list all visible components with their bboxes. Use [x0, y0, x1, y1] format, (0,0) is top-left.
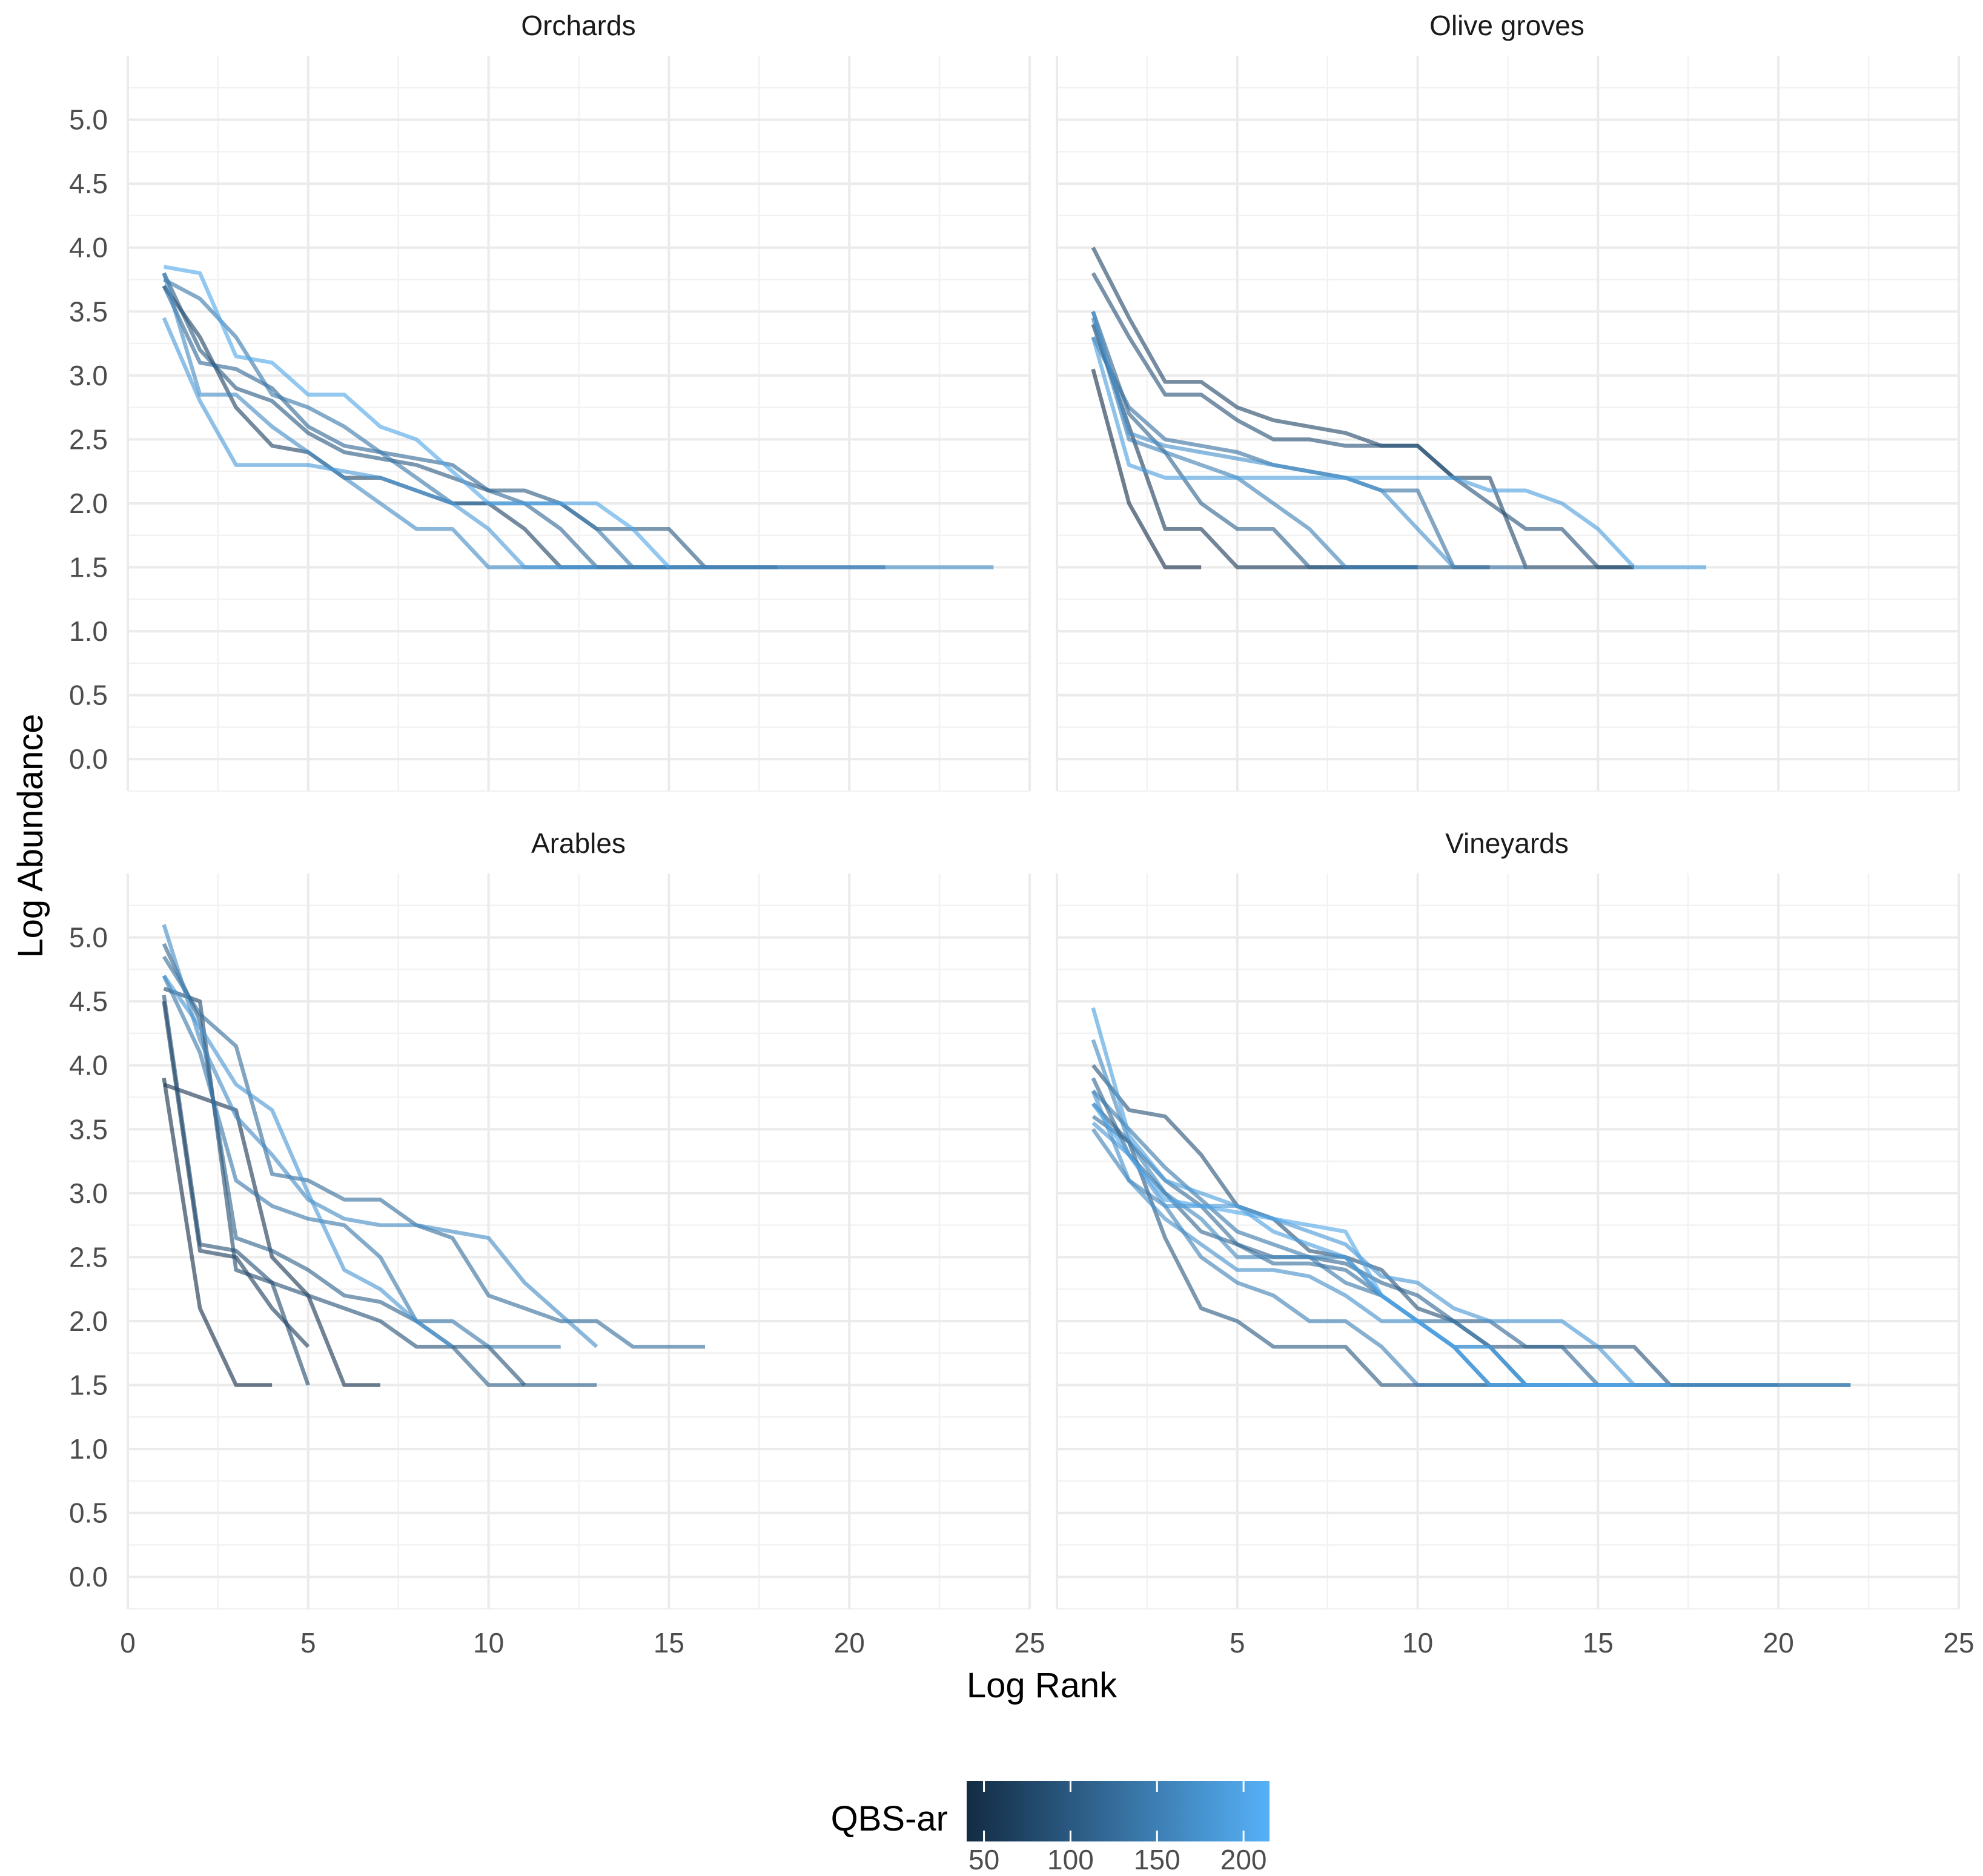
y-tick-label-orchards-2-5: 2.5	[69, 423, 108, 455]
x-tick-label-arables-5: 5	[300, 1627, 316, 1659]
tick-layer: 0.0 0.5 1.0 1.5 2.0 2.5 3.0 3.5 4.0 4.5 5.0 0.0 0.5 1…	[69, 104, 1975, 1659]
y-tick-label-orchards-3-5: 3.5	[69, 296, 108, 327]
legend: QBS-ar 50 100 150 200	[831, 1781, 1270, 1875]
series-line-olive-groves-1	[1091, 368, 1202, 569]
x-tick-label-arables-0: 0	[120, 1627, 136, 1659]
legend-tick-label-200: 200	[1220, 1844, 1267, 1875]
y-tick-label-arables-3-0: 3.0	[69, 1178, 108, 1209]
y-tick-label-orchards-4-5: 4.5	[69, 168, 108, 199]
series-line-arables-5	[162, 995, 526, 1387]
series-line-orchards-7	[164, 265, 670, 569]
series-line-vineyards-11	[1091, 1102, 1670, 1387]
y-tick-label-orchards-4-0: 4.0	[69, 232, 108, 264]
x-tick-label-vineyards-20: 20	[1763, 1627, 1794, 1659]
series-line-arables-2	[163, 1082, 380, 1387]
series-line-orchards-6	[162, 317, 597, 569]
x-tick-label-vineyards-5: 5	[1230, 1627, 1245, 1659]
x-tick-label-arables-20: 20	[834, 1627, 865, 1659]
legend-tick-label-150: 150	[1134, 1844, 1180, 1875]
y-tick-label-arables-1-5: 1.5	[69, 1370, 108, 1401]
series-line-arables-6	[162, 943, 597, 1387]
legend-tick-label-100: 100	[1047, 1844, 1094, 1875]
series-line-olive-groves-9	[1091, 336, 1707, 569]
y-tick-label-arables-2-0: 2.0	[69, 1305, 108, 1337]
x-tick-label-arables-10: 10	[473, 1627, 504, 1659]
series-line-olive-groves-4	[1091, 272, 1634, 569]
y-tick-label-arables-2-5: 2.5	[69, 1241, 108, 1273]
series-line-olive-groves-8	[1091, 311, 1455, 569]
series-line-olive-groves-5	[1091, 311, 1490, 569]
series-line-orchards-2	[162, 272, 778, 569]
y-tick-label-orchards-0-5: 0.5	[69, 680, 108, 711]
series-layer	[162, 247, 1851, 1387]
legend-tick-label-50: 50	[968, 1844, 999, 1875]
series-line-arables-9	[162, 924, 598, 1348]
y-tick-label-arables-0-0: 0.0	[69, 1561, 108, 1593]
y-tick-label-arables-1-0: 1.0	[69, 1433, 108, 1465]
y-tick-label-arables-0-5: 0.5	[69, 1497, 108, 1529]
x-tick-label-vineyards-15: 15	[1583, 1627, 1614, 1659]
x-tick-label-vineyards-25: 25	[1943, 1627, 1974, 1659]
y-tick-label-orchards-5-0: 5.0	[69, 104, 108, 136]
x-tick-label-vineyards-10: 10	[1402, 1627, 1433, 1659]
legend-title: QBS-ar	[831, 1799, 948, 1838]
y-tick-label-orchards-1-0: 1.0	[69, 615, 108, 647]
x-tick-label-arables-15: 15	[654, 1627, 684, 1659]
grid-layer	[127, 56, 1960, 1610]
series-line-vineyards-2	[1091, 1102, 1670, 1387]
series-line-arables-1	[162, 1078, 273, 1387]
panel-title-vineyards: Vineyards	[1445, 827, 1569, 859]
y-tick-label-orchards-2-0: 2.0	[69, 488, 108, 519]
legend-ticks: 50 100 150 200	[968, 1781, 1267, 1875]
panel-title-orchards: Orchards	[521, 10, 635, 41]
series-line-vineyards-6	[1091, 1128, 1562, 1387]
panel-title-arables: Arables	[531, 827, 626, 859]
series-line-vineyards-8	[1091, 1090, 1851, 1387]
y-tick-label-arables-5-0: 5.0	[69, 922, 108, 953]
series-line-arables-10	[162, 975, 454, 1348]
series-line-olive-groves-7	[1091, 317, 1418, 569]
series-line-olive-groves-3	[1091, 247, 1634, 569]
y-tick-label-orchards-3-0: 3.0	[69, 360, 108, 391]
x-tick-label-arables-25: 25	[1014, 1627, 1045, 1659]
x-axis-title: Log Rank	[967, 1666, 1117, 1705]
y-tick-label-arables-4-0: 4.0	[69, 1050, 108, 1081]
y-tick-label-arables-4-5: 4.5	[69, 986, 108, 1017]
panel-title-olive-groves: Olive groves	[1429, 10, 1584, 41]
series-line-orchards-4	[163, 277, 705, 569]
series-line-arables-8	[162, 975, 561, 1349]
series-line-vineyards-5	[1091, 1089, 1562, 1387]
series-line-arables-7	[162, 955, 705, 1349]
y-tick-label-orchards-0-0: 0.0	[69, 743, 108, 775]
legend-colorbar	[967, 1781, 1270, 1841]
y-tick-label-orchards-1-5: 1.5	[69, 552, 108, 583]
y-axis-title: Log Abundance	[11, 714, 50, 958]
y-tick-label-arables-3-5: 3.5	[69, 1113, 108, 1145]
